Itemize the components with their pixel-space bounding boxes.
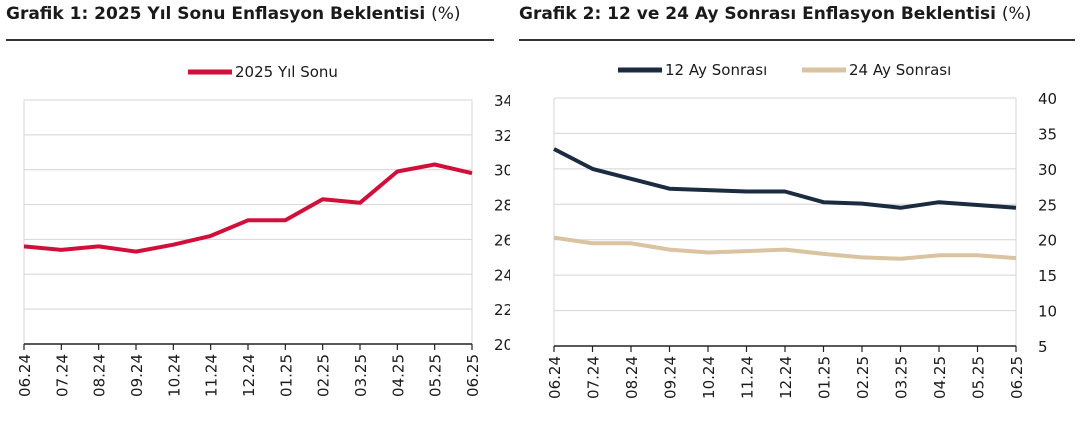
chart1-x-tick-label: 01.25 (277, 354, 295, 397)
chart2-x-tick-label: 04.25 (931, 356, 949, 399)
chart2-series-2-point (745, 249, 749, 253)
chart2-series-2-point (1014, 256, 1018, 260)
chart2-x-tick-label: 06.25 (1008, 356, 1026, 399)
chart1: 20 22 24 26 28 30 32 34 06.24 07.24 08.24 09.24 10.2… (16, 63, 510, 397)
chart2-series-1-point (552, 147, 556, 151)
chart2-x-tick-label: 12.24 (777, 356, 795, 399)
chart2-x-tick-label: 08.24 (623, 356, 641, 399)
chart2-x-tick-label: 05.25 (970, 356, 988, 399)
chart2-series-line-1 (553, 147, 1017, 210)
chart2-y-tick-label: 15 (1038, 267, 1057, 285)
chart2-x-tick-label: 06.24 (546, 356, 564, 399)
chart2-y-tick-label: 35 (1038, 125, 1057, 143)
chart2-series-1-point (976, 203, 980, 207)
chart2-x-tick-label: 03.25 (893, 356, 911, 399)
chart2-series-2-point (629, 241, 633, 245)
chart1-x-tick-label: 09.24 (128, 354, 146, 397)
chart1-x-tick-label: 08.24 (91, 354, 109, 397)
chart1-x-tick-label: 12.24 (240, 354, 258, 397)
chart2-series-line-2 (553, 235, 1017, 261)
chart2-y-tick-label: 20 (1038, 232, 1057, 250)
chart2-x-tick-label: 10.24 (700, 356, 718, 399)
chart2-x-tick-label: 09.24 (662, 356, 680, 399)
chart2-y-tick-label: 40 (1038, 90, 1057, 108)
chart2-x-tick-label: 11.24 (739, 356, 757, 399)
chart1-x-tick-label: 07.24 (53, 354, 71, 397)
chart1-x-tick-label: 05.25 (427, 354, 445, 397)
chart1-y-tick-label: 20 (494, 336, 510, 354)
chart2-series-1-point (937, 200, 941, 204)
chart1-y-tick-label: 28 (494, 197, 510, 215)
chart1-y-tick-label: 30 (494, 162, 510, 180)
chart2-y-tick-label: 10 (1038, 303, 1057, 321)
chart1-y-tick-label: 22 (494, 301, 510, 319)
chart2-y-tick-label: 5 (1038, 338, 1048, 356)
chart2-series-1-point (783, 190, 787, 194)
chart2-series-1-point (899, 206, 903, 210)
chart2-series-1-point (860, 202, 864, 206)
chart2-series-2-point (668, 248, 672, 252)
chart2-legend-label-1: 12 Ay Sonrası (665, 61, 767, 79)
chart1-x-tick-label: 03.25 (352, 354, 370, 397)
chart1-y-tick-label: 26 (494, 231, 510, 249)
chart2-title: Grafik 2: 12 ve 24 Ay Sonrası Enflasyon … (519, 4, 1031, 24)
chart1-legend-label-1: 2025 Yıl Sonu (235, 63, 338, 81)
chart2-title-rule (519, 39, 1075, 41)
chart2-y-tick-label: 30 (1038, 161, 1057, 179)
chart2-series-2-point (860, 255, 864, 259)
chart1-title: Grafik 1: 2025 Yıl Sonu Enflasyon Beklen… (6, 4, 461, 24)
chart1-title-rule (6, 39, 494, 41)
chart2-series-2-point (976, 253, 980, 257)
chart2-y-tick-label: 25 (1038, 196, 1057, 214)
chart2-series-2-point (552, 236, 556, 240)
chart2-series-1-point (706, 188, 710, 192)
chart1-x-tick-label: 02.25 (315, 354, 333, 397)
chart2-title-unit: (%) (1001, 4, 1032, 24)
chart1-y-tick-label: 34 (494, 92, 510, 110)
chart2-series-2-point (937, 253, 941, 257)
chart2-x-tick-label: 01.25 (816, 356, 834, 399)
chart2-series-1-point (745, 190, 749, 194)
chart1-series-line-1 (23, 162, 473, 254)
chart2-legend-label-2: 24 Ay Sonrası (849, 61, 951, 79)
chart2-series-1-point (822, 200, 826, 204)
chart2-series-2-point (899, 257, 903, 261)
chart2-series-2-point (706, 250, 710, 254)
chart1-x-tick-label: 04.25 (389, 354, 407, 397)
chart2-x-tick-label: 07.24 (585, 356, 603, 399)
chart1-x-tick-label: 10.24 (165, 354, 183, 397)
chart2-series-1-point (629, 177, 633, 181)
chart2-title-text: Grafik 2: 12 ve 24 Ay Sonrası Enflasyon … (519, 4, 996, 24)
chart1-title-unit: (%) (431, 4, 461, 24)
chart1-y-tick-label: 24 (494, 266, 510, 284)
chart2-series-1-point (1014, 206, 1018, 210)
chart1-x-tick-label: 06.24 (16, 354, 34, 397)
chart1-x-tick-label: 06.25 (464, 354, 482, 397)
chart2-series-2-point (591, 241, 595, 245)
chart2-series-2-point (822, 252, 826, 256)
chart1-title-text: Grafik 1: 2025 Yıl Sonu Enflasyon Beklen… (6, 4, 426, 24)
chart2-series-2-point (783, 248, 787, 252)
chart1-y-tick-label: 32 (494, 127, 510, 145)
chart1-x-tick-label: 11.24 (203, 354, 221, 397)
chart2-series-1-point (591, 167, 595, 171)
chart2-series-1-point (668, 187, 672, 191)
chart2-x-tick-label: 02.25 (854, 356, 872, 399)
